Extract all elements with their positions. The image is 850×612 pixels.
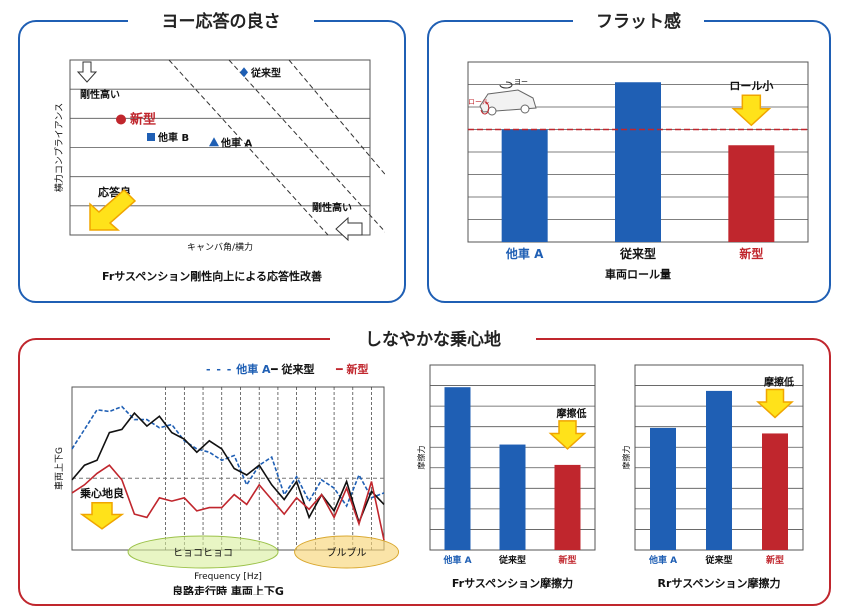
rr-friction-annotation: 摩擦低 (764, 375, 794, 388)
ride-xlabel: Frequency [Hz] (194, 572, 262, 582)
legend-other-a: - - - 他車 A (206, 363, 271, 376)
fr-friction-ylabel: 摩擦力 (416, 446, 426, 470)
stiffness-label-top: 剛性高い (80, 88, 120, 101)
ride-chart: ヒョコヒョコ ブルブル 乗心地良 Frequency [Hz] 車両上下G 良路走行時 車… (53, 386, 400, 595)
rr-root-category-1: 従来型 (704, 554, 732, 566)
roll-root-bar-2 (728, 145, 775, 242)
fr-friction-caption: Frサスペンション摩擦力 (452, 576, 573, 590)
legend-new: ━ 新型 (336, 363, 369, 376)
yaw-xlabel: キャンバ角/横力 (187, 241, 253, 253)
roll-caption: 車両ロール量 (605, 267, 671, 281)
ride-good-arrow (79, 502, 125, 530)
roll-rotate-icon (480, 101, 490, 115)
roll-root-bar-0 (501, 129, 548, 242)
ride-section-title: しなやかな乗心地 (330, 325, 536, 350)
yaw-point-0 (116, 114, 126, 125)
rr-root-bar-1 (706, 390, 732, 550)
roll-small-label: ロール小 (729, 78, 773, 92)
yaw-rotate-icon (499, 81, 513, 89)
roll-root-category-2: 新型 (739, 246, 763, 261)
fr-root-bar-0 (444, 387, 471, 550)
yaw-point-label-1: 他車 B (157, 131, 189, 144)
legend-other-a-label: 他車 A (236, 363, 271, 376)
yaw-icon-label: ヨー (514, 78, 528, 86)
rr-root-bar-2 (762, 433, 788, 550)
rr-root-category-2: 新型 (766, 554, 784, 566)
fr-friction-arrow (548, 420, 587, 450)
yaw-point-2 (209, 137, 219, 147)
band-high (294, 535, 400, 569)
ride-plot-frame (71, 386, 385, 551)
band-low-label: ヒョコヒョコ (173, 547, 233, 559)
yaw-point-1 (147, 133, 155, 141)
rr-root-bar-0 (650, 427, 676, 550)
yaw-point-label-0: 新型 (130, 112, 156, 128)
ride-series-2 (71, 464, 385, 541)
stiffness-label-bottom: 剛性高い (312, 201, 352, 214)
rr-friction-arrow (756, 388, 794, 419)
ride-series-1 (71, 411, 385, 525)
ride-good-label: 乗心地良 (80, 486, 124, 500)
roll-root-bar-1 (615, 82, 661, 242)
stiffness-up-arrow (76, 61, 98, 83)
rr-root-category-0: 他車 A (648, 554, 677, 566)
yaw-caption: Frサスペンション剛性向上による応答性改善 (102, 269, 322, 283)
roll-small-arrow (731, 94, 772, 127)
fr-friction-annotation: 摩擦低 (557, 407, 587, 420)
fr-root-category-1: 従来型 (498, 554, 526, 566)
yaw-diagonal (288, 59, 385, 176)
ride-caption: 良路走行時 車両上下G (172, 584, 284, 595)
band-low (127, 535, 279, 569)
rr-friction-caption: Rrサスペンション摩擦力 (658, 576, 781, 590)
yaw-point-3 (240, 67, 248, 78)
yaw-point-label-3: 従来型 (250, 66, 281, 79)
roll-root-category-0: 他車 A (505, 246, 544, 261)
legend-previous-label: 従来型 (281, 363, 315, 376)
yaw-section-title: ヨー応答の良さ (128, 7, 314, 32)
roll-root-category-1: 従来型 (619, 246, 656, 261)
roll-icon-label: ロール (468, 98, 489, 106)
rr-friction-ylabel: 摩擦力 (621, 446, 631, 470)
ride-ylabel: 車両上下G (53, 447, 65, 490)
car-wheel-icon (520, 104, 530, 114)
stiffness-right-arrow (335, 216, 363, 242)
legend-new-label: 新型 (346, 363, 369, 376)
fr-root-bar-1 (499, 444, 526, 550)
yaw-point-label-2: 他車 A (220, 136, 252, 149)
band-high-label: ブルブル (327, 546, 367, 559)
flat-section-title: フラット感 (573, 7, 704, 32)
fr-root-category-0: 他車 A (442, 554, 471, 566)
fr-root-category-2: 新型 (558, 554, 576, 566)
yaw-ylabel: 横力コンプライアンス (53, 103, 65, 192)
legend-previous: ━ 従来型 (271, 363, 315, 376)
response-good-arrow (89, 188, 137, 231)
fr-root-bar-2 (554, 464, 581, 550)
